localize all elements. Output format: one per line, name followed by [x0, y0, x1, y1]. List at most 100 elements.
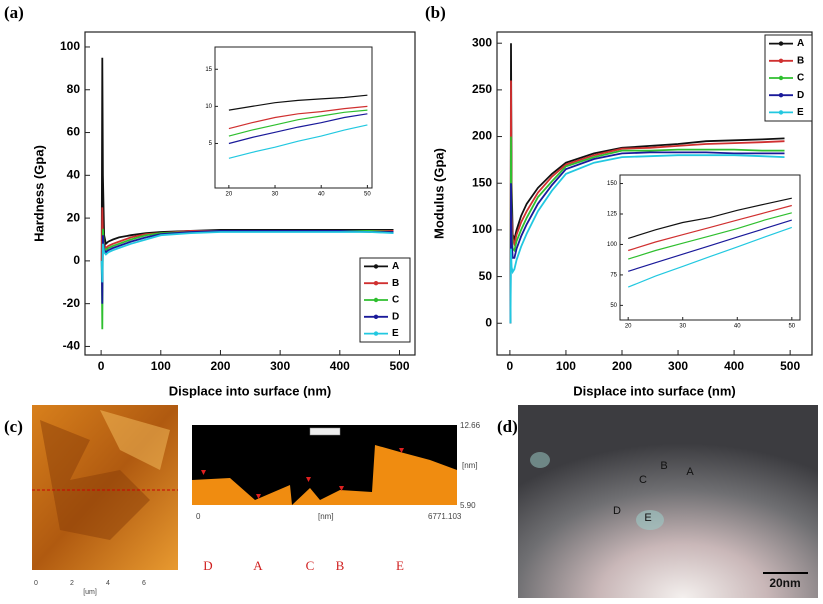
- point-label: D: [203, 558, 212, 573]
- plot-frame: [214, 46, 373, 189]
- x-axis-title: Displace into surface (nm): [573, 383, 736, 398]
- x-tick-label: 200: [210, 359, 230, 373]
- legend-marker: [373, 297, 379, 303]
- y-tick-label: 100: [60, 39, 80, 53]
- x-tick-label: 500: [780, 359, 800, 373]
- profile-label: 6771.103: [428, 512, 462, 521]
- y-tick-label: -20: [63, 296, 81, 310]
- x-axis-title: Displace into surface (nm): [169, 383, 332, 398]
- y-tick-label: 5: [209, 141, 213, 147]
- micrograph-image: [518, 405, 818, 598]
- image-tick-label: 0: [34, 580, 38, 587]
- panel-label: (d): [497, 417, 518, 436]
- panel-label: (a): [4, 3, 24, 22]
- afm-texture: [100, 410, 170, 470]
- y-tick-label: 40: [67, 167, 81, 181]
- afm-texture: [40, 420, 150, 540]
- y-tick-label: 250: [472, 82, 492, 96]
- profile-label: 5.90: [460, 501, 476, 510]
- legend-label: E: [392, 328, 399, 339]
- y-tick-label: 300: [472, 35, 492, 49]
- legend-label: B: [797, 55, 804, 66]
- point-label: C: [306, 558, 315, 573]
- profile-label: [nm]: [462, 461, 478, 470]
- legend-marker: [778, 93, 784, 98]
- image-unit: [um]: [83, 589, 97, 596]
- x-tick-label: 300: [668, 359, 688, 373]
- region-label: B: [660, 460, 667, 472]
- micrograph-feature: [636, 510, 664, 530]
- x-tick-label: 0: [507, 359, 514, 373]
- y-tick-label: 15: [205, 67, 212, 73]
- x-tick-label: 400: [724, 359, 744, 373]
- legend-marker: [373, 331, 379, 336]
- data-line: [628, 204, 792, 252]
- image-tick-label: 4: [106, 580, 110, 587]
- legend-label: A: [797, 38, 804, 49]
- data-line: [509, 154, 785, 324]
- data-line: [228, 124, 368, 159]
- legend-marker: [373, 264, 379, 269]
- y-tick-label: 100: [472, 222, 492, 236]
- legend-marker: [373, 314, 379, 319]
- x-tick-label: 50: [364, 192, 371, 198]
- panel-label: (c): [4, 417, 23, 436]
- legend-label: D: [392, 311, 399, 322]
- x-tick-label: 0: [98, 359, 105, 373]
- height-profile: [192, 445, 457, 505]
- y-tick-label: 10: [205, 104, 212, 110]
- y-tick-label: 50: [610, 303, 617, 309]
- y-tick-label: 20: [67, 210, 81, 224]
- x-tick-label: 100: [556, 359, 576, 373]
- y-tick-label: 60: [67, 125, 81, 139]
- x-tick-label: 40: [734, 324, 741, 330]
- profile-label: 12.66: [460, 421, 481, 430]
- data-line: [228, 94, 368, 111]
- region-label: D: [613, 505, 621, 517]
- y-tick-label: 150: [472, 175, 492, 189]
- legend-label: B: [392, 278, 399, 289]
- y-tick-label: 125: [607, 212, 618, 218]
- x-tick-label: 500: [389, 359, 409, 373]
- data-line: [228, 105, 368, 130]
- y-tick-label: 150: [607, 181, 618, 187]
- data-line: [628, 219, 792, 272]
- legend-marker: [778, 110, 784, 115]
- x-tick-label: 30: [272, 192, 279, 198]
- data-line: [228, 109, 368, 137]
- data-line: [627, 226, 793, 288]
- legend-marker: [373, 281, 379, 286]
- y-axis-title: Hardness (Gpa): [31, 145, 46, 242]
- x-tick-label: 20: [625, 324, 632, 330]
- region-label: C: [639, 474, 647, 486]
- y-tick-label: 200: [472, 129, 492, 143]
- panel-label: (b): [425, 3, 446, 22]
- legend-marker: [778, 41, 784, 46]
- data-line: [628, 197, 792, 239]
- x-tick-label: 300: [270, 359, 290, 373]
- profile-label: [nm]: [318, 512, 334, 521]
- x-tick-label: 100: [151, 359, 171, 373]
- image-tick-label: 6: [142, 580, 146, 587]
- y-tick-label: 75: [610, 272, 617, 278]
- scroll-control: [309, 427, 341, 436]
- x-tick-label: 20: [226, 192, 233, 198]
- y-tick-label: 0: [485, 315, 492, 329]
- profile-markers: [201, 448, 404, 499]
- y-tick-label: 100: [607, 242, 618, 248]
- point-label: B: [336, 558, 345, 573]
- legend-label: E: [797, 107, 804, 118]
- point-label: E: [396, 558, 404, 573]
- y-tick-label: 50: [479, 269, 493, 283]
- y-axis-title: Modulus (Gpa): [431, 148, 446, 239]
- x-tick-label: 200: [612, 359, 632, 373]
- legend-label: C: [392, 295, 399, 306]
- legend-label: A: [392, 261, 399, 272]
- legend-label: C: [797, 73, 804, 84]
- plot-frame: [619, 174, 801, 321]
- scale-label: 20nm: [769, 576, 800, 590]
- y-tick-label: 80: [67, 82, 81, 96]
- y-tick-label: 0: [73, 253, 80, 267]
- legend-marker: [778, 75, 784, 81]
